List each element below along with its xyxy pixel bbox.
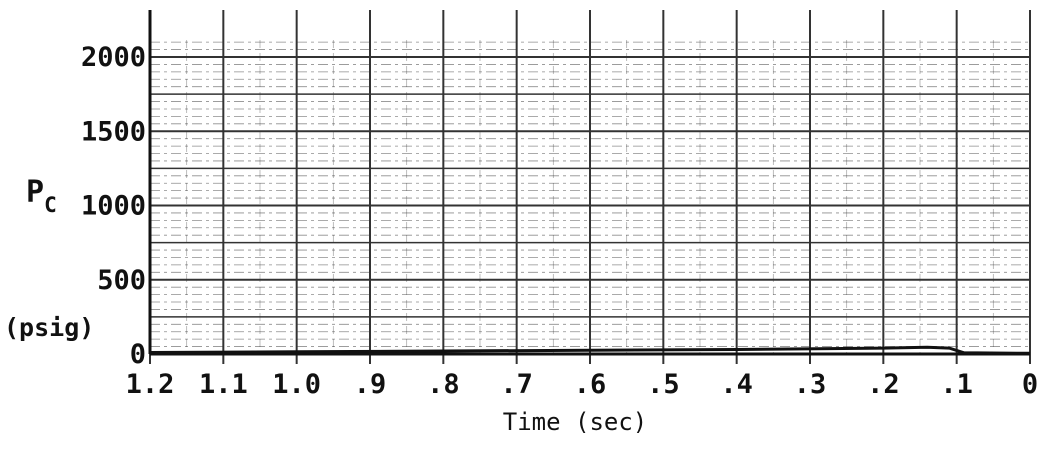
x-tick-label: .7 [500,369,533,400]
major-grid [148,10,1031,364]
y-tick-label: 0 [130,339,146,370]
x-tick-label: .8 [427,369,460,400]
y-tick-label: 2000 [81,42,146,73]
minor-grid [150,40,1030,354]
y-axis-unit: (psig) [4,313,94,342]
y-tick-label: 1000 [81,191,146,222]
x-tick-label: .2 [867,369,900,400]
x-tick-label: .6 [574,369,607,400]
y-axis-label-main: P [26,175,44,210]
y-tick-labels: 0 500 1000 1500 2000 [81,42,146,370]
x-tick-label: .5 [647,369,680,400]
x-axis-title: Time (sec) [503,408,648,436]
y-axis-label: PC [26,175,57,217]
x-tick-label: .9 [354,369,387,400]
series-layer [149,345,1031,355]
pressure-trace [149,345,1031,355]
x-tick-label: .4 [720,369,753,400]
x-tick-label: .3 [794,369,827,400]
y-axis-label-subscript: C [44,193,57,217]
x-tick-label: 0 [1022,369,1038,400]
x-tick-labels: 1.2 1.1 1.0 .9 .8 .7 .6 .5 .4 .3 .2 .1 0 [126,369,1039,400]
y-tick-label: 1500 [81,116,146,147]
x-tick-label: .1 [940,369,973,400]
x-tick-label: 1.0 [272,369,321,400]
x-tick-label: 1.1 [199,369,248,400]
y-tick-label: 500 [97,265,146,296]
x-tick-label: 1.2 [126,369,175,400]
